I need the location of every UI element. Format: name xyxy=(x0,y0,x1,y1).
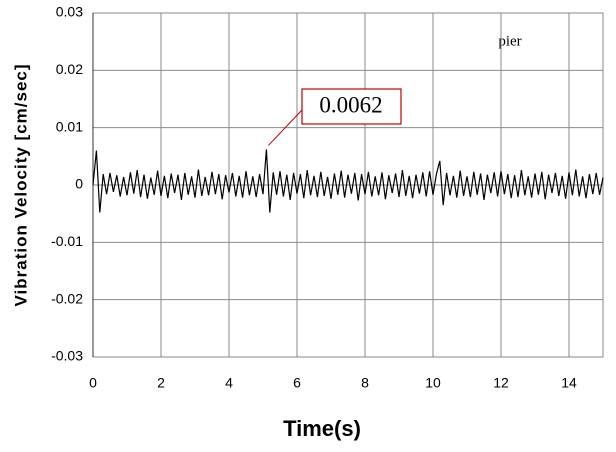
y-tick-label: 0 xyxy=(75,176,83,192)
legend-label: pier xyxy=(498,33,521,49)
x-tick-label: 4 xyxy=(225,375,233,391)
y-tick-label: -0.03 xyxy=(51,348,83,364)
x-tick-label: 12 xyxy=(493,375,509,391)
y-tick-label: 0.02 xyxy=(56,61,83,77)
x-tick-label: 6 xyxy=(293,375,301,391)
x-axis-title: Time(s) xyxy=(283,416,361,441)
annotation-label: 0.0062 xyxy=(319,92,382,117)
x-tick-label: 10 xyxy=(425,375,441,391)
x-tick-label: 2 xyxy=(157,375,165,391)
annotation-leader xyxy=(268,109,303,146)
x-tick-label: 0 xyxy=(89,375,97,391)
y-tick-label: -0.01 xyxy=(51,233,83,249)
x-tick-label: 14 xyxy=(561,375,577,391)
y-axis-title: Vibration Velocity [cm/sec] xyxy=(11,63,30,306)
y-tick-label: 0.03 xyxy=(56,4,83,20)
series-line xyxy=(92,149,604,213)
x-tick-label: 8 xyxy=(361,375,369,391)
y-tick-label: -0.02 xyxy=(51,290,83,306)
annotation-box xyxy=(301,88,402,125)
y-tick-label: 0.01 xyxy=(56,118,83,134)
